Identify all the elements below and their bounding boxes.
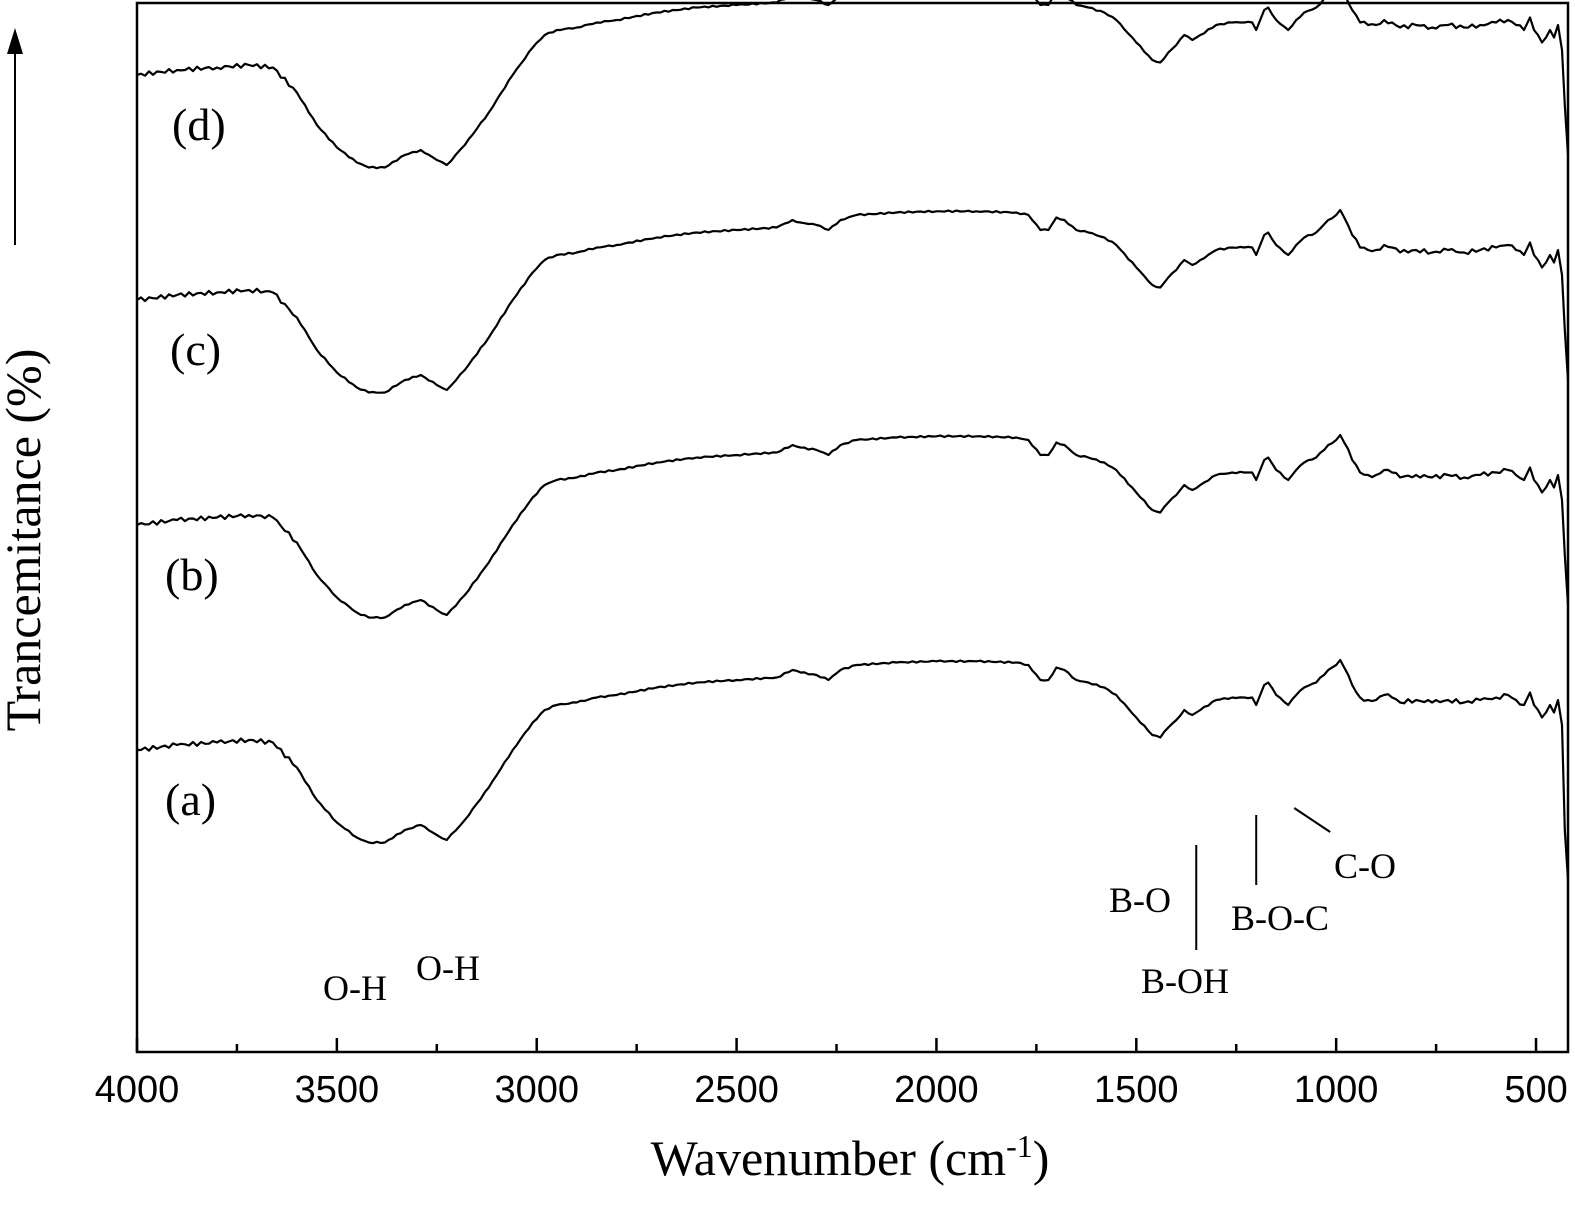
peak-label: B-O-C (1231, 898, 1329, 938)
peak-label: C-O (1334, 846, 1396, 886)
spectrum-label: (c) (170, 324, 221, 375)
peak-label: B-OH (1141, 961, 1229, 1001)
peak-label: O-H (323, 968, 387, 1008)
spectrum-label: (d) (172, 99, 226, 150)
y-axis-title: Trancemitance (%) (0, 349, 51, 732)
x-tick-label: 1500 (1094, 1069, 1179, 1111)
peak-label: B-O (1109, 880, 1171, 920)
spectrum-b (136, 433, 1570, 620)
spectrum-labels: (a) (b) (c) (d) (165, 99, 226, 825)
x-tick-label: 500 (1504, 1069, 1567, 1111)
spectrum-d (136, 0, 1570, 170)
x-tick-label: 1000 (1294, 1069, 1379, 1111)
x-axis-title-sup: -1 (1006, 1128, 1033, 1164)
x-tick-label: 2500 (694, 1069, 779, 1111)
y-arrow (7, 28, 23, 245)
spectrum-label: (b) (165, 549, 219, 600)
x-tick-label: 4000 (95, 1069, 180, 1111)
spectrum-c (136, 208, 1570, 394)
x-ticks: 4000 3500 3000 2500 2000 1500 1000 500 (95, 1038, 1568, 1111)
spectrum-label: (a) (165, 774, 216, 825)
x-axis-title: Wavenumber (cm-1) (651, 1128, 1050, 1186)
peak-label: O-H (416, 948, 480, 988)
x-tick-label: 3000 (494, 1069, 579, 1111)
plot-frame (135, 1, 1570, 1054)
x-axis-title-close: ) (1033, 1130, 1050, 1186)
x-tick-label: 3500 (295, 1069, 380, 1111)
peak-annotations: O-H O-H B-O B-OHB-O-CC-O (323, 807, 1396, 1008)
spectrum-a (137, 658, 1570, 881)
x-tick-label: 2000 (894, 1069, 979, 1111)
spectra (136, 0, 1570, 881)
c-o-indicator (1293, 807, 1331, 833)
x-axis-title-main: Wavenumber (cm (651, 1130, 1007, 1186)
